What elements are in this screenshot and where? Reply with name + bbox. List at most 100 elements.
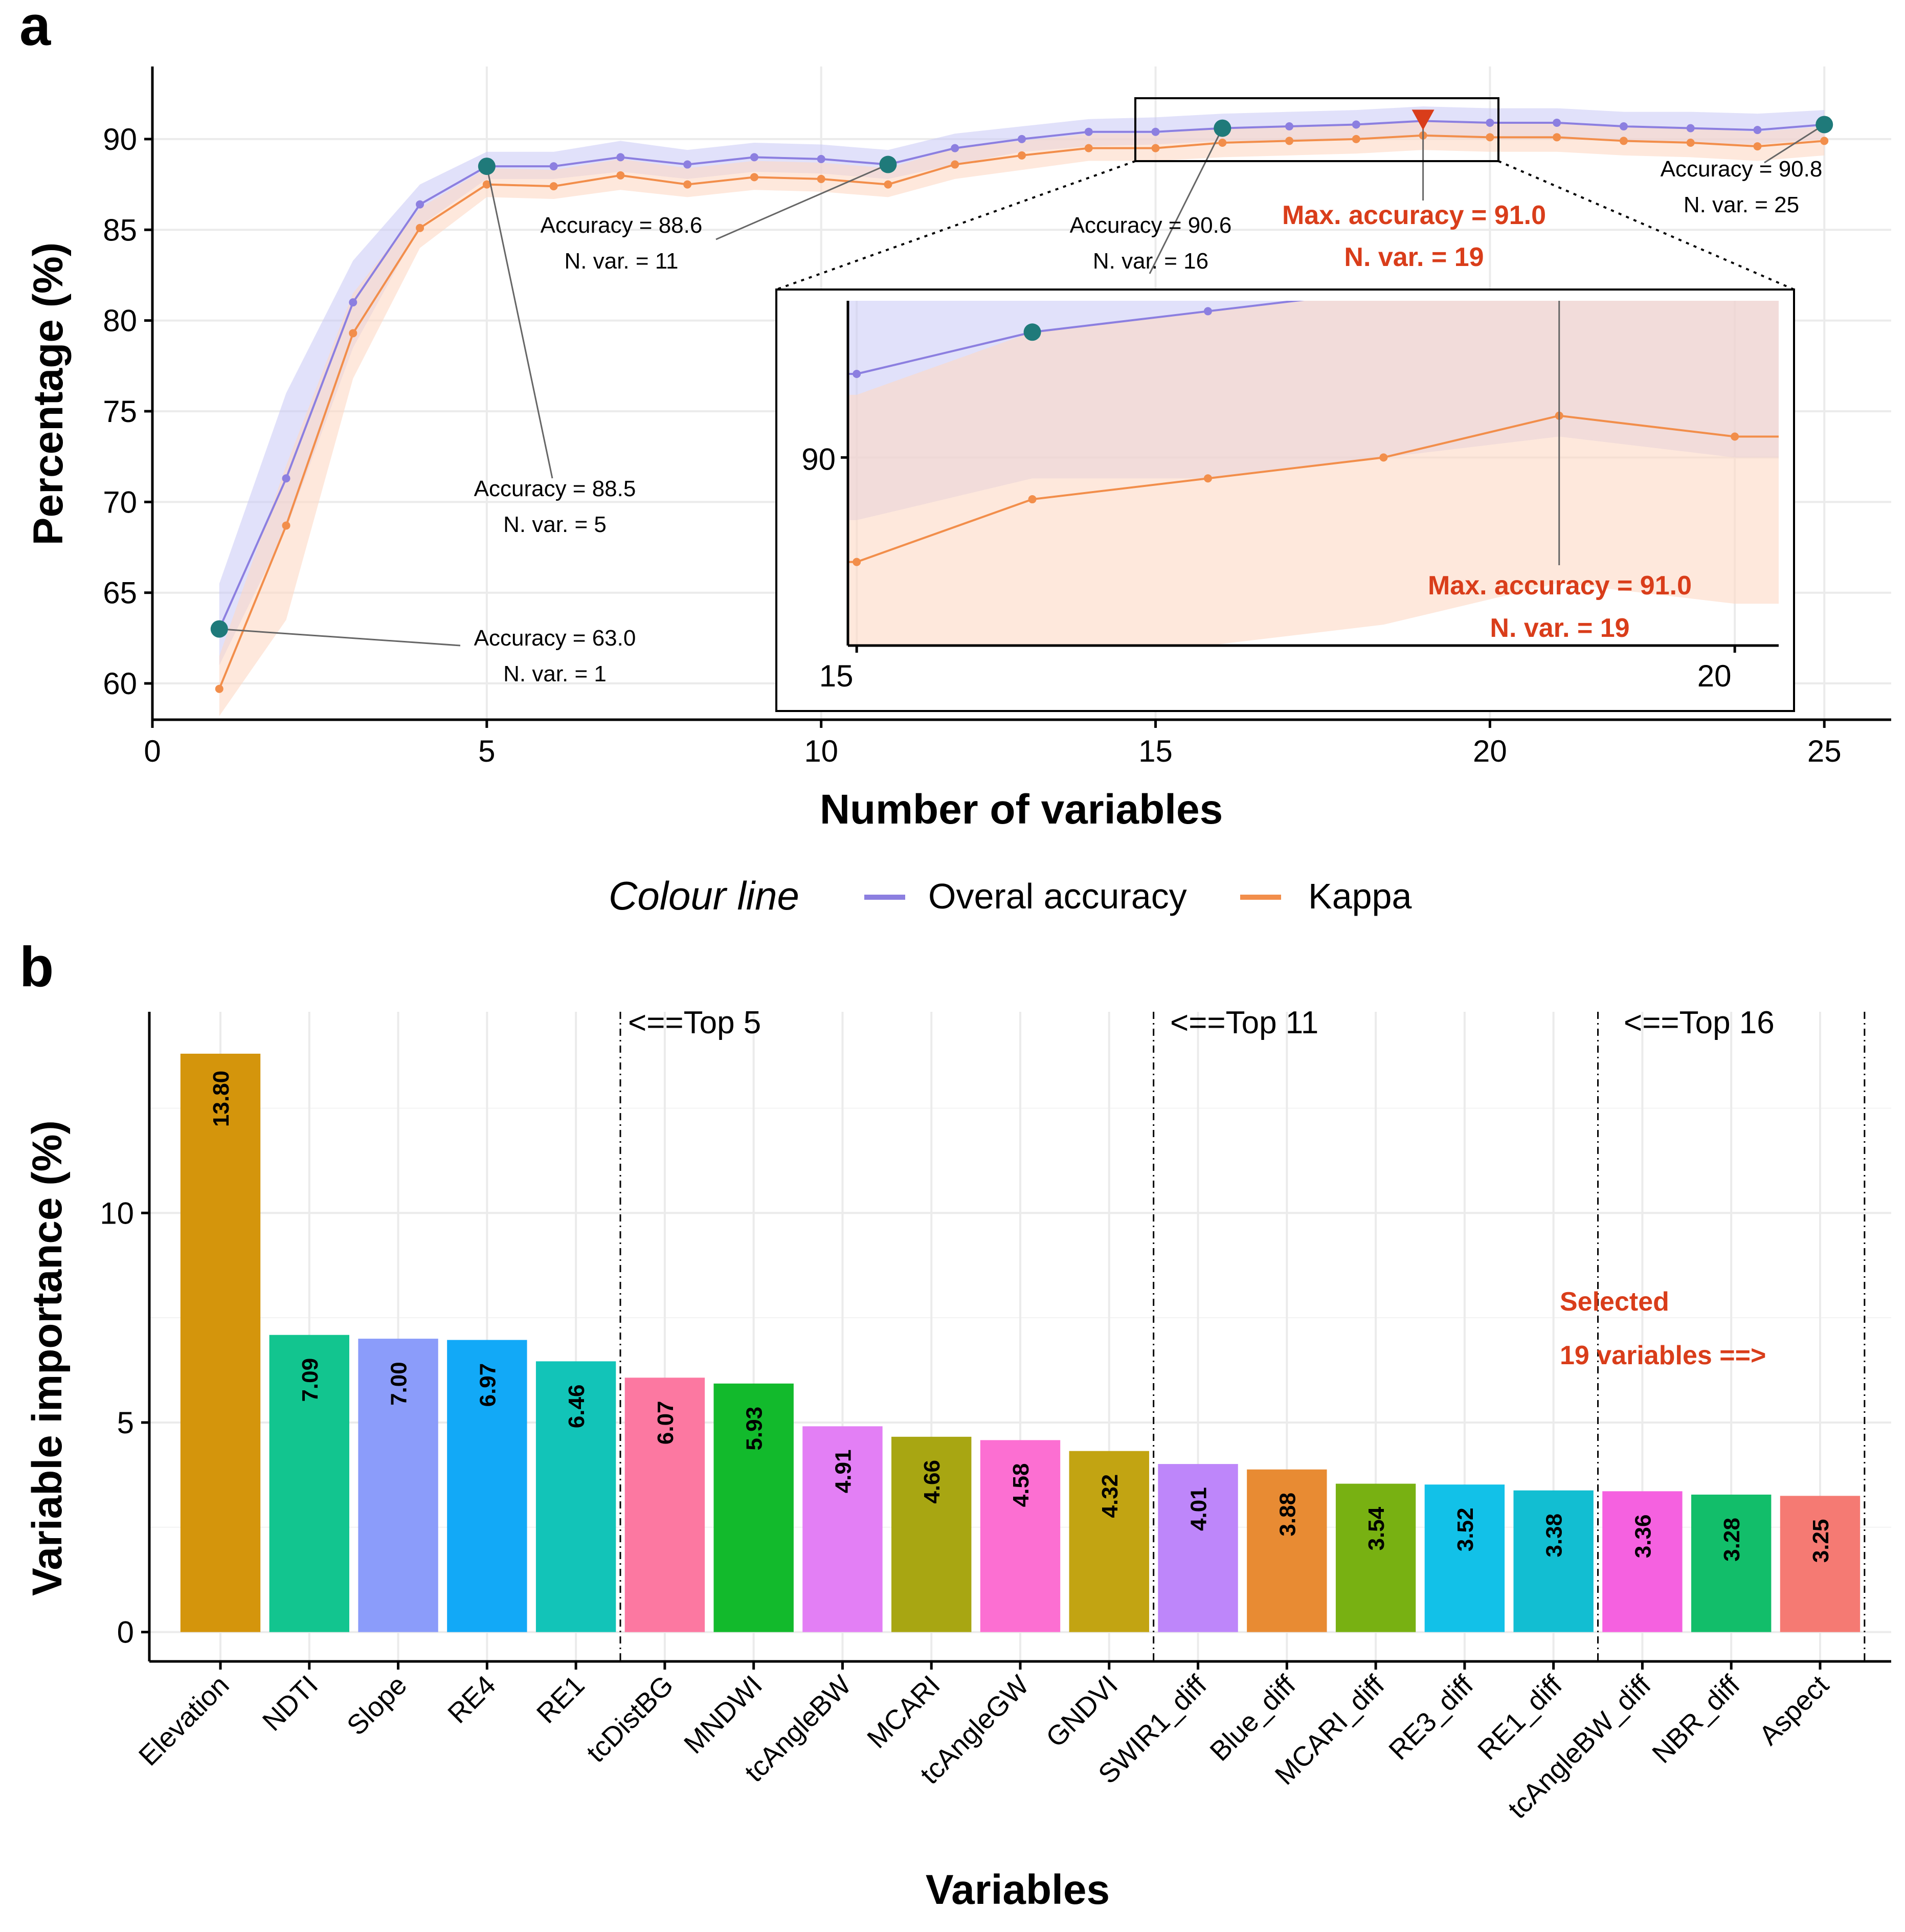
a-zoom-box — [776, 97, 1795, 291]
a-connector — [1764, 124, 1825, 164]
a-connector — [715, 164, 889, 240]
legend-title: Colour line — [609, 873, 799, 918]
bar-value-label: 4.32 — [1097, 1474, 1123, 1518]
a-inset-line — [848, 301, 1305, 375]
bar-Slope — [358, 1339, 438, 1632]
a-point — [616, 171, 625, 180]
a-y-tick-label: 60 — [103, 667, 137, 701]
bar-value-label: 4.91 — [831, 1450, 856, 1494]
a-x-axis-title: Number of variables — [820, 786, 1223, 833]
b-category-label: MNDWI — [678, 1670, 768, 1760]
a-point — [750, 173, 758, 182]
a-point — [1820, 137, 1829, 145]
b-y-tick-label: 0 — [117, 1615, 134, 1650]
b-category-labels: Elevation NDTI Slope RE4 RE1tcDistBGMNDWItcA… — [133, 1669, 1834, 1824]
a-zoom-rect — [1134, 97, 1499, 162]
a-point — [951, 144, 959, 152]
bar-value-label: 3.36 — [1630, 1515, 1655, 1559]
panel-b-letter: b — [19, 936, 54, 998]
b-category-label: NDTI — [257, 1670, 324, 1737]
legend-label-kappa: Kappa — [1308, 876, 1411, 916]
bar-MNDWI — [713, 1383, 794, 1632]
a-annotation-nvar: N. var. = 1 — [503, 661, 607, 686]
a-y-tick-label: 70 — [103, 485, 137, 519]
a-point — [1753, 126, 1762, 135]
a-highlight-point — [1816, 116, 1833, 134]
a-point — [1486, 118, 1494, 127]
bar-tcDistBG — [624, 1378, 705, 1632]
bar-value-label: 3.38 — [1542, 1514, 1567, 1558]
b-category-label: GNDVI — [1040, 1670, 1124, 1753]
a-point — [616, 153, 625, 162]
a-point — [1218, 138, 1227, 147]
a-inset-point — [1379, 453, 1388, 462]
a-point — [1553, 133, 1561, 142]
a-inset-band — [848, 301, 1779, 646]
a-y-tick-label: 90 — [103, 122, 137, 157]
a-y-tick-label: 80 — [103, 304, 137, 338]
legend: Colour line Overal accuracy Kappa — [609, 873, 1411, 918]
bar-value-label: 4.66 — [920, 1460, 945, 1504]
a-inset-x-tick-label: 15 — [819, 659, 854, 693]
variable-importance-bar-chart: 13.80 7.09 7.00 6.97 6.46 6.07 5.93 4.91 4.66 4.5… — [24, 1005, 1891, 1913]
b-y-tick-label: 10 — [100, 1196, 134, 1230]
bar-tcAngleGW — [980, 1440, 1061, 1632]
cutoff-label-top16: <==Top 16 — [1624, 1005, 1775, 1040]
a-point — [683, 180, 692, 189]
bar-value-label: 3.25 — [1808, 1519, 1833, 1563]
a-axes: 0 5 10 15 20 25 60 65 70 75 80 85 90 — [103, 66, 1891, 768]
a-point — [282, 521, 290, 530]
a-inset-max-marker — [1548, 237, 1571, 258]
a-point — [416, 200, 424, 209]
a-inset-max-nvar-label: N. var. = 19 — [1490, 613, 1629, 643]
bar-value-label: 7.09 — [298, 1358, 323, 1402]
selected-note-line2: 19 variables ==> — [1560, 1341, 1766, 1370]
selected-note-line1: Selected — [1560, 1287, 1669, 1317]
a-point — [884, 180, 892, 189]
a-inset-point — [1555, 245, 1563, 253]
a-highlight-point — [478, 158, 496, 175]
bar-value-label: 3.28 — [1719, 1518, 1744, 1562]
bar-GNDVI — [1069, 1451, 1149, 1632]
a-point — [349, 329, 357, 338]
a-annotation-accuracy: Accuracy = 88.6 — [541, 213, 703, 238]
accuracy-line-chart: Accuracy = 63.0 N. var. = 1 Accuracy = 88.… — [25, 66, 1891, 833]
a-point — [1285, 122, 1294, 131]
bar-value-label: 13.80 — [209, 1071, 234, 1127]
b-category-label: RE3_diff — [1383, 1669, 1480, 1766]
bar-Aspect — [1780, 1496, 1861, 1632]
a-point — [482, 180, 491, 189]
a-max-accuracy-label: Max. accuracy = 91.0 — [1282, 201, 1546, 230]
a-annotation-nvar: N. var. = 11 — [565, 249, 679, 274]
bar-Blue_diff — [1247, 1469, 1327, 1632]
bar-RE4 — [447, 1340, 527, 1632]
a-annotation-nvar: N. var. = 16 — [1093, 249, 1208, 274]
bar-RE3_diff — [1424, 1484, 1505, 1632]
b-category-label: tcDistBG — [580, 1670, 679, 1768]
bar-tcAngleBW_diff — [1602, 1491, 1683, 1632]
bar-value-label: 6.07 — [653, 1401, 678, 1445]
a-point — [817, 154, 825, 163]
bar-value-label: 7.00 — [387, 1362, 412, 1406]
a-inset-point — [853, 558, 861, 566]
b-y-axis-title: Variable importance (%) — [24, 1120, 71, 1596]
bar-MCARI — [891, 1436, 972, 1632]
a-x-tick-label: 10 — [804, 734, 838, 768]
a-annotation-accuracy: Accuracy = 90.6 — [1070, 213, 1232, 238]
a-connector — [486, 166, 553, 479]
a-x-tick-label: 25 — [1807, 734, 1842, 768]
bar-RE1_diff — [1513, 1490, 1594, 1632]
b-y-tick-label: 5 — [117, 1406, 134, 1440]
b-category-label: Aspect — [1753, 1670, 1834, 1751]
a-inset-max-accuracy-label: Max. accuracy = 91.0 — [1428, 571, 1692, 601]
a-x-tick-label: 0 — [144, 734, 161, 768]
bar-value-label: 4.58 — [1008, 1463, 1034, 1507]
a-inset-point — [853, 369, 861, 378]
a-x-tick-label: 5 — [478, 734, 495, 768]
a-inset-y-tick-label: 90 — [801, 442, 836, 476]
b-axes: 0 5 10 — [100, 1012, 1891, 1670]
a-point — [1352, 135, 1360, 143]
legend-label-accuracy: Overal accuracy — [928, 876, 1187, 916]
a-y-tick-label: 65 — [103, 576, 137, 610]
a-point — [1018, 135, 1026, 143]
